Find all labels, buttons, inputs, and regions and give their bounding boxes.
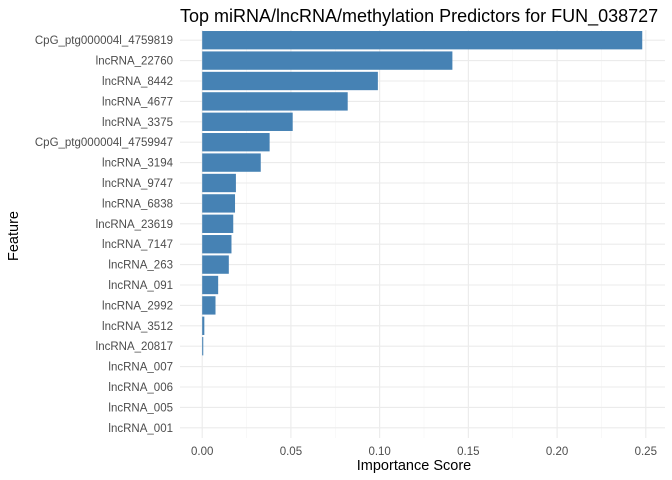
- bar: [202, 92, 348, 111]
- bars: [202, 31, 643, 356]
- y-tick-label: lncRNA_22760: [96, 56, 173, 68]
- y-tick-label: lncRNA_006: [108, 382, 173, 394]
- y-tick-label: lncRNA_23619: [96, 219, 173, 231]
- y-tick-label: lncRNA_001: [108, 423, 173, 435]
- y-tick-label: lncRNA_8442: [102, 76, 173, 88]
- y-tick-label: lncRNA_3194: [102, 158, 174, 170]
- bar: [202, 112, 293, 131]
- y-axis-title: Feature: [6, 211, 22, 261]
- y-tick-label: lncRNA_3512: [102, 321, 173, 333]
- y-tick-label: lncRNA_2992: [102, 300, 173, 312]
- bar: [202, 31, 643, 50]
- y-tick-label: lncRNA_20817: [96, 341, 173, 353]
- bar: [202, 133, 270, 152]
- x-tick-label: 0.05: [280, 446, 302, 458]
- x-tick-label: 0.15: [457, 446, 479, 458]
- x-tick-label: 0.00: [191, 446, 213, 458]
- y-tick-label: lncRNA_9747: [102, 178, 173, 190]
- bar: [202, 296, 216, 315]
- x-axis-title: Importance Score: [357, 458, 471, 474]
- bar: [202, 153, 261, 172]
- grid-lines: [180, 30, 665, 438]
- bar: [202, 337, 204, 356]
- y-tick-label: CpG_ptg000004l_4759947: [35, 137, 173, 149]
- bar: [202, 173, 236, 193]
- y-tick-label: lncRNA_007: [108, 362, 173, 374]
- y-tick-label: CpG_ptg000004l_4759819: [35, 35, 173, 47]
- y-tick-label: lncRNA_263: [108, 260, 173, 272]
- chart-title: Top miRNA/lncRNA/methylation Predictors …: [180, 6, 658, 27]
- x-tick-label: 0.20: [546, 446, 568, 458]
- bar: [202, 51, 453, 70]
- bar: [202, 235, 232, 254]
- y-tick-label: lncRNA_4677: [102, 96, 173, 108]
- bar: [202, 316, 205, 335]
- y-tick-labels: CpG_ptg000004l_4759819 lncRNA_22760 lncRNA…: [35, 35, 174, 435]
- x-tick-label: 0.10: [368, 446, 390, 458]
- y-tick-label: lncRNA_6838: [102, 198, 173, 210]
- y-tick-label: lncRNA_091: [108, 280, 173, 292]
- x-tick-label: 0.25: [635, 446, 657, 458]
- bar: [202, 71, 378, 91]
- bar: [202, 255, 229, 274]
- y-tick-label: lncRNA_7147: [102, 239, 173, 251]
- x-tick-labels: 0.00 0.05 0.10 0.15 0.20 0.25: [191, 446, 657, 458]
- bar: [202, 214, 234, 233]
- bar: [202, 194, 236, 213]
- bar: [202, 275, 219, 295]
- y-tick-label: lncRNA_005: [108, 402, 173, 414]
- y-tick-label: lncRNA_3375: [102, 117, 173, 129]
